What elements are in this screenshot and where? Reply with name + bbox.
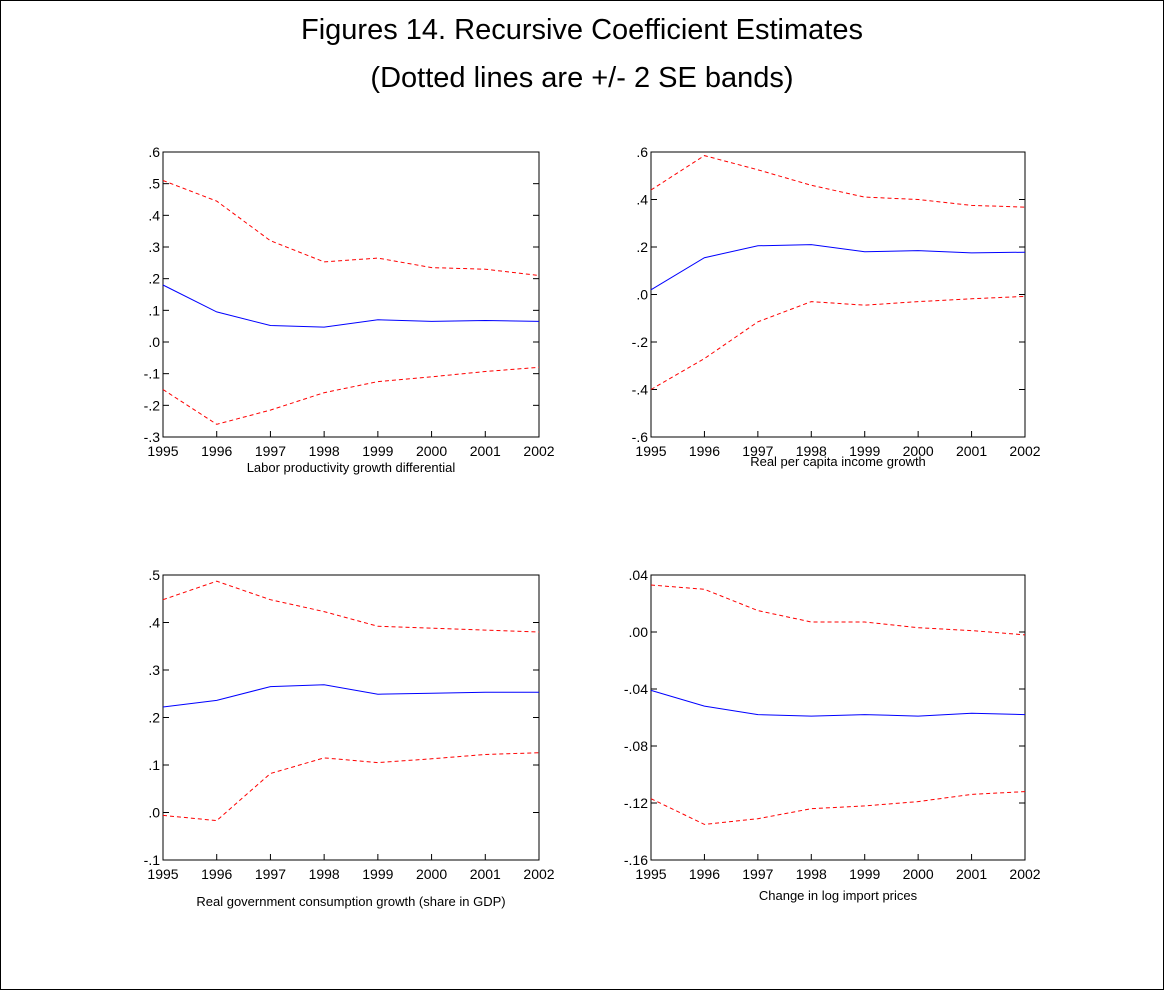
x-tick-label: 2000 xyxy=(903,866,934,882)
y-tick-label: .3 xyxy=(148,239,160,255)
x-tick-label: 1998 xyxy=(309,866,340,882)
x-tick-label: 2001 xyxy=(470,866,501,882)
y-tick-label: -.16 xyxy=(624,852,648,868)
y-tick-label: .6 xyxy=(148,144,160,160)
x-tick-label: 1996 xyxy=(201,866,232,882)
chart-caption: Real per capita income growth xyxy=(750,454,926,469)
x-tick-label: 2000 xyxy=(416,866,447,882)
y-tick-label: -.2 xyxy=(144,397,161,413)
x-tick-label: 1997 xyxy=(742,443,773,459)
plot-frame xyxy=(162,574,540,861)
chart-caption: Real government consumption growth (shar… xyxy=(196,894,505,909)
chart-caption: Change in log import prices xyxy=(759,888,918,903)
chart-panel-2: -.6 -.4 -.2 .0 .2 .4 .6 1995 1996 1997 1998 1999 200… xyxy=(632,144,1041,469)
y-tick-label: -.04 xyxy=(624,681,648,697)
x-tick-label: 2002 xyxy=(1009,866,1040,882)
x-tick-label: 1997 xyxy=(742,866,773,882)
x-tick-label: 2001 xyxy=(956,866,987,882)
figure-title: Figures 14. Recursive Coefficient Estima… xyxy=(301,14,863,46)
x-tick-label: 1996 xyxy=(201,443,232,459)
plot-frame xyxy=(650,151,1026,438)
y-tick-label: -.4 xyxy=(632,382,649,398)
x-tick-label: 1995 xyxy=(147,866,178,882)
x-tick-label: 2002 xyxy=(523,866,554,882)
series-lower-line xyxy=(162,752,540,822)
x-tick-label: 2001 xyxy=(470,443,501,459)
x-tick-label: 1995 xyxy=(635,866,666,882)
y-tick-label: .0 xyxy=(148,334,160,350)
x-tick-label: 1999 xyxy=(362,866,393,882)
x-tick-label: 2002 xyxy=(523,443,554,459)
x-tick-label: 1999 xyxy=(849,866,880,882)
y-tick-label: .4 xyxy=(148,615,160,631)
chart-panel-3: -.1 .0 .1 .2 .3 .4 .5 1995 1996 1997 1998 1999 2000 2… xyxy=(144,567,555,909)
x-tick-label: 2001 xyxy=(956,443,987,459)
chart-panel-4: -.16 -.12 -.08 -.04 .00 .04 1995 1996 1997 1998 19… xyxy=(624,567,1041,903)
x-tick-label: 1995 xyxy=(635,443,666,459)
y-tick-label: -.6 xyxy=(632,429,649,445)
series-estimate-line xyxy=(162,284,540,328)
y-tick-label: .3 xyxy=(148,662,160,678)
x-tick-label: 1998 xyxy=(309,443,340,459)
x-tick-label: 1999 xyxy=(849,443,880,459)
plot-frame xyxy=(650,574,1026,861)
x-tick-label: 1998 xyxy=(796,443,827,459)
y-tick-label: .00 xyxy=(629,624,649,640)
y-tick-label: .4 xyxy=(148,207,160,223)
chart-caption: Labor productivity growth differential xyxy=(247,460,456,475)
series-lower-line xyxy=(650,295,1026,390)
y-tick-label: .5 xyxy=(148,176,160,192)
x-tick-label: 1998 xyxy=(796,866,827,882)
series-estimate-line xyxy=(650,244,1026,291)
y-tick-label: .2 xyxy=(148,710,160,726)
x-tick-label: 1996 xyxy=(689,866,720,882)
y-tick-label: .1 xyxy=(148,757,160,773)
y-tick-label: .0 xyxy=(148,805,160,821)
series-estimate-line xyxy=(650,689,1026,717)
y-tick-label: .2 xyxy=(636,239,648,255)
x-tick-label: 1996 xyxy=(689,443,720,459)
y-tick-label: -.08 xyxy=(624,738,648,754)
y-tick-label: .4 xyxy=(636,192,648,208)
x-tick-label: 1997 xyxy=(255,443,286,459)
x-tick-label: 2002 xyxy=(1009,443,1040,459)
y-tick-label: .0 xyxy=(636,287,648,303)
series-lower-line xyxy=(162,366,540,425)
series-upper-line xyxy=(650,155,1026,208)
series-estimate-line xyxy=(162,684,539,708)
y-tick-label: -.1 xyxy=(144,852,161,868)
x-tick-label: 2000 xyxy=(903,443,934,459)
y-tick-label: -.3 xyxy=(144,429,161,445)
y-tick-label: .5 xyxy=(148,567,160,583)
y-tick-label: .2 xyxy=(148,271,160,287)
series-upper-line xyxy=(162,580,540,633)
x-tick-label: 2000 xyxy=(416,443,447,459)
plot-frame xyxy=(162,151,540,438)
y-tick-label: -.12 xyxy=(624,795,648,811)
x-tick-label: 1995 xyxy=(147,443,178,459)
y-tick-label: -.2 xyxy=(632,334,649,350)
series-upper-line xyxy=(650,584,1026,636)
y-tick-label: .6 xyxy=(636,144,648,160)
series-lower-line xyxy=(650,791,1026,825)
y-tick-label: -.1 xyxy=(144,366,161,382)
series-upper-line xyxy=(162,180,540,276)
x-tick-label: 1999 xyxy=(362,443,393,459)
y-tick-label: .04 xyxy=(629,567,649,583)
y-tick-label: .1 xyxy=(148,302,160,318)
figure-subtitle: (Dotted lines are +/- 2 SE bands) xyxy=(370,62,794,94)
chart-panel-1: -.3 -.2 -.1 .0 .1 .2 .3 .4 .5 .6 1995 1996 1997 1998 1… xyxy=(144,144,555,475)
x-tick-label: 1997 xyxy=(255,866,286,882)
